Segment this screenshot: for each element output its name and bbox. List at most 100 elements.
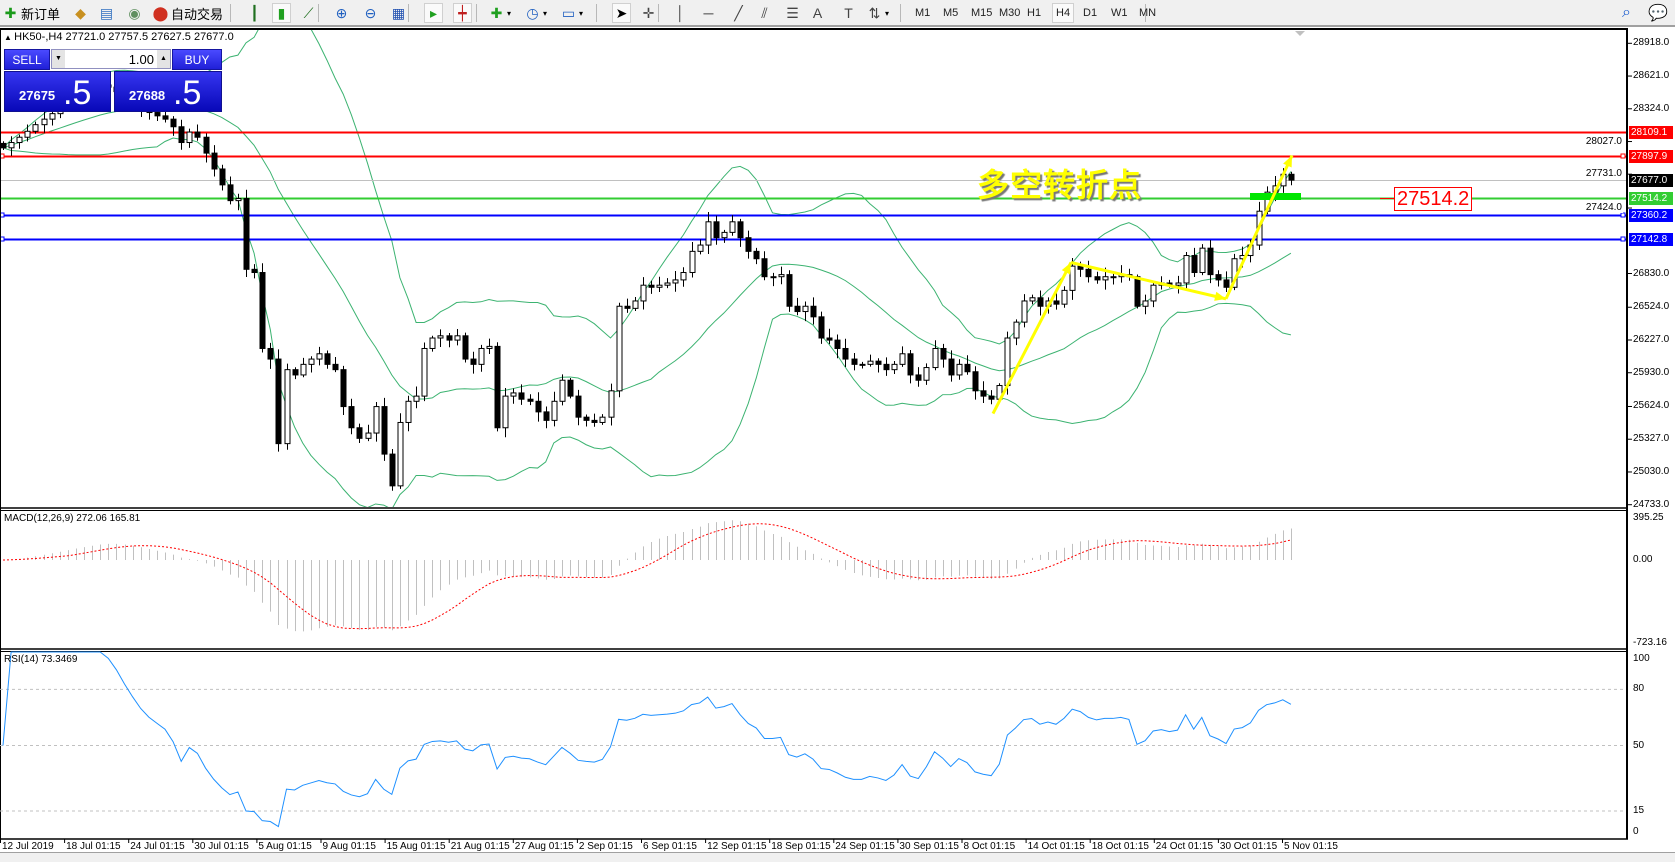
equidistant-channel-button[interactable]: ⫽ <box>756 3 773 23</box>
candle <box>1069 257 1076 300</box>
arrows-button[interactable]: ⇅ ▾ <box>866 3 889 23</box>
candle <box>810 297 817 325</box>
price-axis-label: 25624.0 <box>1633 400 1670 412</box>
buy-price-box[interactable]: 27688 .5 <box>114 71 222 112</box>
periods-button[interactable]: ◷ ▾ <box>524 3 547 23</box>
bear-candle-body <box>1085 268 1092 278</box>
bull-candle-body <box>454 335 461 341</box>
bear-candle-body <box>948 358 955 376</box>
zoom-out-button[interactable]: ⊖ <box>362 3 379 23</box>
sell-button[interactable]: SELL <box>4 49 50 70</box>
gold-bars-icon: ◆ <box>75 4 86 21</box>
candle <box>624 298 631 313</box>
time-axis-label: 14 Oct 01:15 <box>1027 841 1085 852</box>
timeframe-m5[interactable]: M5 <box>943 7 959 19</box>
toolbar-separator <box>476 4 477 22</box>
signals-button[interactable]: ◉ <box>126 3 143 23</box>
bear-candle-body <box>1207 247 1214 276</box>
lot-increase-icon[interactable]: ▲ <box>157 50 170 68</box>
timeframe-h4[interactable]: H4 <box>1052 3 1075 23</box>
bear-candle-body <box>1288 173 1295 181</box>
bull-candle-body <box>721 231 728 239</box>
timeframe-h1[interactable]: H1 <box>1027 7 1042 19</box>
zoom-in-button[interactable]: ⊕ <box>333 3 350 23</box>
bear-candle-body <box>915 374 922 381</box>
search-icon[interactable]: ⌕ <box>1622 4 1631 21</box>
bull-candle-body <box>891 363 898 371</box>
candle <box>494 342 501 432</box>
lot-size-stepper[interactable]: ▼ 1.00 ▲ <box>51 49 171 69</box>
candle <box>883 357 890 376</box>
candle <box>1175 275 1182 294</box>
text-label-icon: T <box>844 4 853 21</box>
fibonacci-button[interactable]: ☰ <box>784 3 801 23</box>
new-order-button[interactable]: ✚ 新订单 <box>2 3 60 23</box>
trendline-button[interactable]: ╱ <box>730 3 747 23</box>
bear-candle-body <box>267 347 274 360</box>
text-label-button[interactable]: T <box>840 3 857 23</box>
candlestick-button[interactable]: ▮ <box>272 3 291 23</box>
candle <box>656 276 663 293</box>
collapse-triangle-icon[interactable]: ▲ <box>4 33 15 42</box>
indicators-button[interactable]: ✚ ▾ <box>488 3 511 23</box>
bar-chart-button[interactable]: ┃ <box>246 3 263 23</box>
candle <box>1013 319 1020 346</box>
bull-candle-body <box>697 244 704 252</box>
bear-candle-body <box>535 400 542 413</box>
horizontal-line-button[interactable]: ─ <box>700 3 717 23</box>
timeframe-d1[interactable]: D1 <box>1083 7 1098 19</box>
new-order-label: 新订单 <box>21 6 61 22</box>
crosshair-button[interactable]: ✛ <box>640 3 657 23</box>
cursor-button[interactable]: ➤ <box>612 3 631 23</box>
macd-axis-label: -723.16 <box>1633 637 1667 648</box>
bear-candle-body <box>178 126 185 144</box>
bull-candle-body <box>429 337 436 349</box>
buy-button[interactable]: BUY <box>172 49 222 70</box>
candle <box>356 423 363 443</box>
sell-price-box[interactable]: 27675 .5 <box>4 71 111 112</box>
reversal-point-annotation[interactable]: 多空转折点 <box>977 167 1143 203</box>
chart-window[interactable] <box>0 28 1628 839</box>
timeframe-m1[interactable]: M1 <box>915 7 931 19</box>
navigator-button[interactable]: ▤ <box>98 3 115 23</box>
chart-shift-button[interactable]: ┿ <box>453 3 472 23</box>
tile-windows-button[interactable]: ▦ <box>390 3 407 23</box>
text-button[interactable]: A <box>809 3 826 23</box>
auto-scroll-button[interactable]: ▸ <box>424 3 443 23</box>
price-axis-label: 28918.0 <box>1633 37 1670 49</box>
candle <box>802 301 809 322</box>
candle <box>842 338 849 368</box>
bull-candle-body <box>397 421 404 487</box>
auto-trading-button[interactable]: ⬤ 自动交易 <box>152 3 223 23</box>
templates-button[interactable]: ▭ ▾ <box>560 3 583 23</box>
line-chart-button[interactable]: ⟋ <box>300 3 317 23</box>
timeframe-w1[interactable]: W1 <box>1111 7 1128 19</box>
lot-decrease-icon[interactable]: ▼ <box>52 50 65 68</box>
lot-size-input[interactable]: 1.00 <box>128 52 154 67</box>
time-axis-label: 12 Sep 01:15 <box>707 841 767 852</box>
candle <box>502 387 509 438</box>
candle <box>1021 294 1028 328</box>
bull-candle-body <box>308 358 315 365</box>
price-label-annotation[interactable]: 27514.2 <box>1394 187 1473 211</box>
toolbar-separator <box>900 4 901 22</box>
candle <box>940 343 947 368</box>
vertical-line-button[interactable]: │ <box>672 3 689 23</box>
candle <box>324 350 331 369</box>
bear-candle-body <box>737 221 744 239</box>
chat-icon[interactable]: 💬 <box>1648 5 1668 22</box>
market-watch-button[interactable]: ◆ <box>72 3 89 23</box>
signal-icon: ◉ <box>128 4 141 21</box>
macd-axis-label: 395.25 <box>1633 512 1664 523</box>
candle <box>875 358 882 373</box>
timeframe-mn[interactable]: MN <box>1139 7 1157 19</box>
candle <box>648 280 655 294</box>
toolbar-separator <box>408 4 409 22</box>
timeframe-m30[interactable]: M30 <box>999 7 1021 19</box>
candle <box>178 119 185 150</box>
candle <box>8 136 15 156</box>
time-axis-label: 18 Sep 01:15 <box>771 841 831 852</box>
timeframe-m15[interactable]: M15 <box>971 7 993 19</box>
bear-candle-body <box>446 335 453 341</box>
price-axis-label: 28324.0 <box>1633 102 1670 114</box>
